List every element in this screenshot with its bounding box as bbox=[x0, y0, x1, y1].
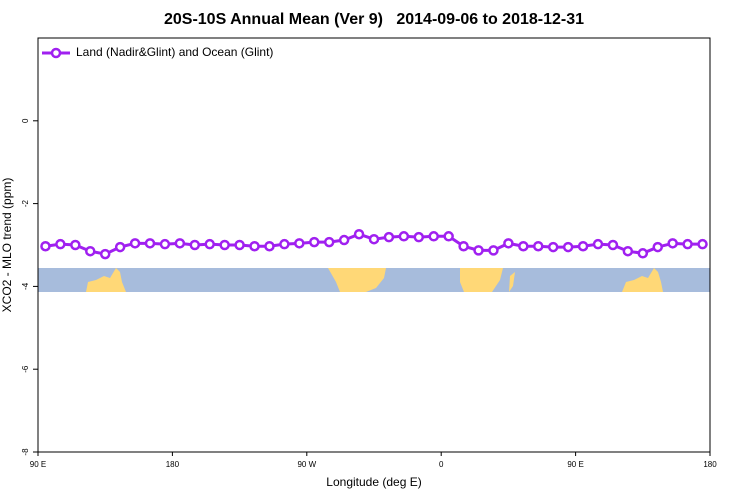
point bbox=[533, 240, 544, 252]
point bbox=[667, 238, 678, 249]
point bbox=[219, 239, 230, 251]
point bbox=[338, 234, 350, 246]
legend-marker bbox=[50, 47, 62, 59]
x-tick-label: 180 bbox=[703, 460, 717, 469]
point bbox=[652, 241, 663, 253]
x-tick-label: 180 bbox=[166, 460, 180, 469]
point bbox=[577, 240, 589, 252]
point bbox=[637, 248, 649, 259]
point bbox=[99, 248, 111, 260]
point bbox=[294, 238, 305, 249]
point bbox=[40, 240, 51, 252]
point bbox=[204, 238, 215, 250]
point bbox=[234, 239, 245, 251]
point bbox=[562, 241, 574, 253]
x-tick-label: 90 W bbox=[297, 460, 316, 469]
x-axis-label: Longitude (deg E) bbox=[326, 475, 421, 489]
point bbox=[159, 238, 171, 250]
point bbox=[443, 231, 454, 242]
point bbox=[249, 240, 260, 252]
point bbox=[622, 245, 634, 257]
point bbox=[323, 236, 335, 248]
point bbox=[189, 239, 201, 251]
point bbox=[144, 238, 156, 249]
point bbox=[488, 245, 499, 256]
point bbox=[607, 239, 619, 251]
point bbox=[279, 238, 290, 250]
x-tick-label: 0 bbox=[439, 460, 444, 469]
land bbox=[622, 268, 663, 292]
point bbox=[503, 238, 514, 249]
point bbox=[353, 228, 365, 240]
point bbox=[70, 239, 81, 251]
y-tick-label: -6 bbox=[21, 365, 30, 373]
point bbox=[114, 241, 126, 253]
land bbox=[509, 272, 515, 292]
x-tick-label: 90 E bbox=[567, 460, 583, 469]
point bbox=[55, 238, 66, 250]
point bbox=[368, 233, 380, 245]
point bbox=[174, 238, 186, 249]
point bbox=[547, 241, 559, 253]
point bbox=[518, 240, 529, 252]
legend-label: Land (Nadir&Glint) and Ocean (Glint) bbox=[76, 45, 273, 59]
plot-frame bbox=[37, 37, 711, 453]
point bbox=[398, 231, 410, 242]
point bbox=[413, 231, 425, 243]
land bbox=[86, 268, 126, 292]
point bbox=[383, 231, 395, 243]
y-tick-label: 0 bbox=[21, 118, 30, 123]
legend: Land (Nadir&Glint) and Ocean (Glint) bbox=[42, 45, 273, 59]
land bbox=[460, 268, 503, 292]
chart-title: 20S-10S Annual Mean (Ver 9) 2014-09-06 t… bbox=[164, 11, 584, 28]
y-axis-label: XCO2 - MLO trend (ppm) bbox=[0, 178, 14, 313]
point bbox=[473, 245, 484, 256]
point bbox=[309, 236, 320, 248]
point bbox=[428, 231, 439, 242]
y-tick-label: -4 bbox=[21, 282, 30, 290]
point bbox=[129, 238, 141, 249]
point bbox=[458, 240, 469, 252]
y-tick-label: -2 bbox=[21, 199, 30, 207]
point bbox=[85, 245, 96, 257]
x-tick-label: 90 E bbox=[30, 460, 46, 469]
y-tick-label: -8 bbox=[21, 448, 30, 456]
point bbox=[264, 240, 275, 252]
point bbox=[697, 238, 708, 250]
map-strip bbox=[38, 268, 710, 292]
point bbox=[682, 238, 693, 250]
point bbox=[592, 238, 604, 250]
land bbox=[328, 268, 386, 292]
